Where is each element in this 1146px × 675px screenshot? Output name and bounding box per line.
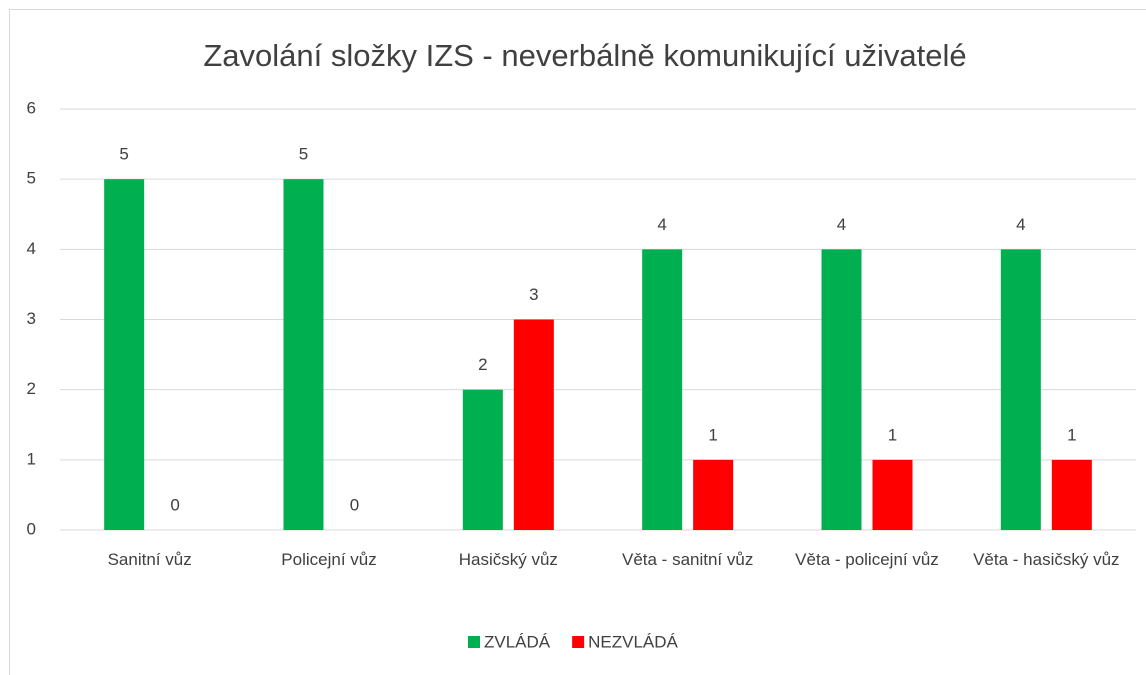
bar: [104, 179, 145, 530]
data-label: 0: [350, 495, 359, 514]
chart-border: [9, 9, 1146, 675]
legend-label: NEZVLÁDÁ: [588, 632, 678, 651]
data-label: 2: [478, 355, 487, 374]
y-tick-label: 1: [27, 449, 36, 468]
bar: [693, 459, 734, 530]
y-tick-label: 3: [27, 309, 36, 328]
x-tick-label: Hasičský vůz: [458, 550, 558, 569]
data-label: 0: [170, 495, 179, 514]
bar: [642, 249, 683, 531]
data-label: 5: [119, 145, 128, 164]
x-tick-label: Věta - hasičský vůz: [973, 550, 1120, 569]
data-label: 1: [888, 425, 897, 444]
legend-swatch: [468, 636, 480, 648]
data-label: 1: [708, 425, 717, 444]
y-tick-label: 5: [27, 169, 36, 188]
y-tick-label: 0: [27, 519, 36, 538]
chart-title: Zavolání složky IZS - neverbálně komunik…: [203, 38, 966, 73]
bar: [872, 459, 913, 530]
y-tick-label: 2: [27, 379, 36, 398]
x-tick-label: Věta - sanitní vůz: [621, 550, 754, 569]
bar: [821, 249, 862, 531]
bar: [513, 319, 554, 530]
bar: [462, 389, 503, 530]
bar: [283, 179, 324, 530]
x-tick-label: Sanitní vůz: [107, 550, 192, 569]
bar: [1000, 249, 1041, 531]
bar: [1051, 459, 1092, 530]
data-label: 4: [657, 215, 666, 234]
x-tick-label: Věta - policejní vůz: [795, 550, 939, 569]
legend-label: ZVLÁDÁ: [484, 632, 551, 651]
data-label: 4: [837, 215, 846, 234]
data-label: 1: [1067, 425, 1076, 444]
legend-swatch: [572, 636, 585, 648]
y-tick-label: 4: [27, 239, 36, 258]
data-label: 4: [1016, 215, 1025, 234]
y-tick-label: 6: [27, 98, 36, 117]
data-label: 3: [529, 285, 538, 304]
data-label: 5: [299, 145, 308, 164]
x-tick-label: Policejní vůz: [281, 550, 377, 569]
